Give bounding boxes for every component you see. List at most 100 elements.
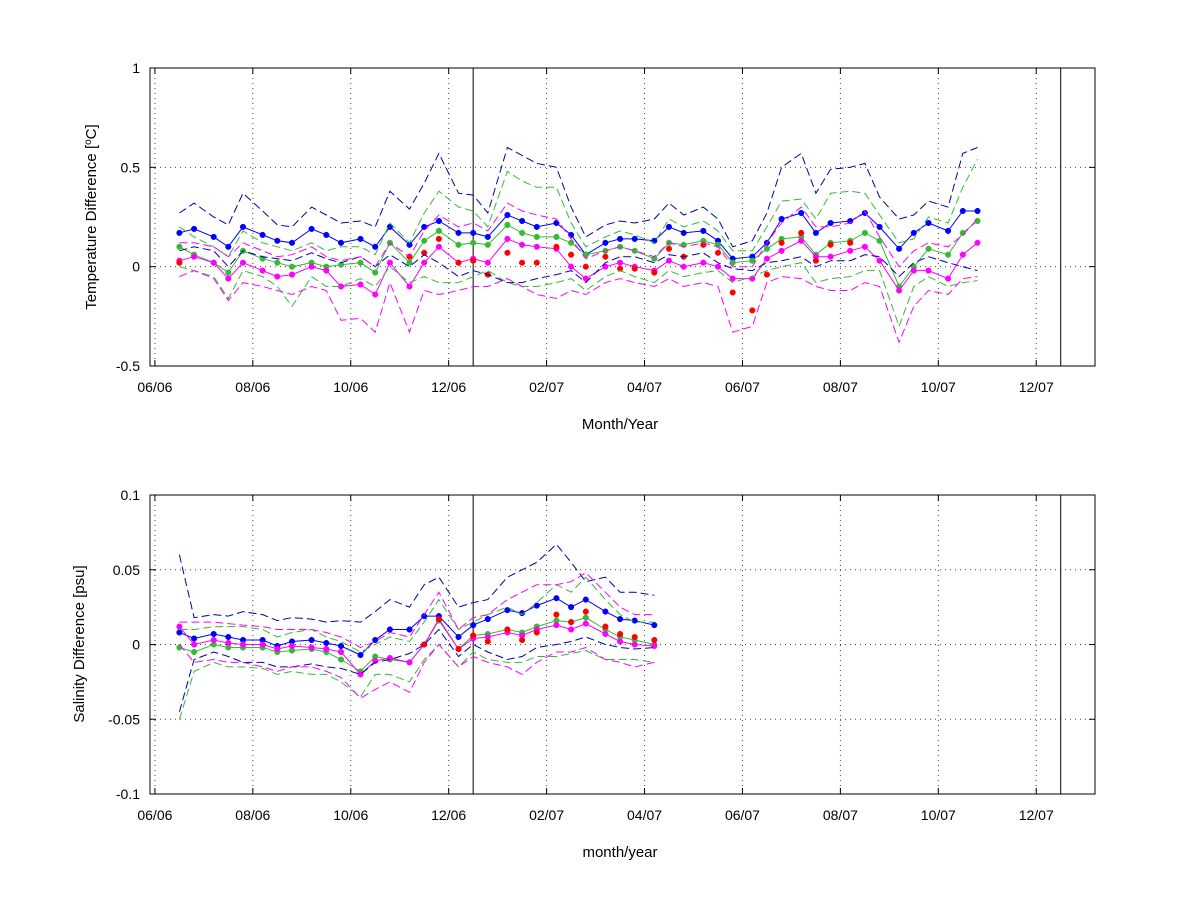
temperature-series-2-point-1 [191,253,198,260]
temperature-series-1-point-43 [876,237,883,244]
salinity-series-0-point-14 [406,626,413,633]
temperature-series-3-point-7 [504,249,511,256]
salinity-series-3-point-6 [519,636,526,644]
salinity-series-0-point-27 [617,616,624,623]
temperature-series-1-point-6 [274,259,281,266]
salinity-series-2-point-25 [582,620,589,627]
salinity-series-2-point-24 [568,626,575,633]
temperature-series-0-point-45 [910,229,917,236]
temperature-x-tick-label-6: 06/07 [725,379,760,395]
temperature-series-3-point-0 [176,259,183,266]
salinity-series-1-point-25 [582,614,589,621]
temperature-series-0-point-4 [239,223,247,230]
temperature-series-3-point-28 [847,239,854,246]
salinity-series-0-point-19 [484,616,491,623]
temperature-series-2-point-45 [910,267,917,274]
temperature-x-tick-label-1: 08/06 [235,379,270,395]
temperature-series-3-point-14 [617,265,624,272]
salinity-series-3-point-12 [617,630,624,638]
temperature-series-0-point-17 [455,229,462,236]
temperature-series-2-point-9 [323,267,330,274]
salinity-x-tick-label-4: 02/07 [529,807,564,823]
salinity-series-3-point-8 [553,611,560,618]
temperature-series-1-point-7 [288,263,296,270]
temperature-series-0-point-0 [176,229,183,236]
temperature-series-2-point-33 [714,263,722,270]
salinity-y-tick-label-3: 0.05 [113,562,140,578]
temperature-series-2-point-21 [519,241,526,248]
temperature-series-2-point-43 [876,257,883,264]
temperature-series-2-point-16 [435,243,442,250]
salinity-series-3-point-1 [435,616,442,623]
salinity-x-tick-label-3: 12/06 [431,807,466,823]
salinity-series-0-point-3 [225,633,232,641]
temperature-series-0-point-44 [896,245,903,252]
temperature-series-9-line [179,270,978,344]
salinity-series-2-point-6 [274,645,281,653]
salinity-series-2-point-27 [617,638,624,645]
temperature-series-2-point-11 [357,281,364,288]
salinity-x-tick-label-8: 10/07 [921,807,956,823]
temperature-series-0-point-26 [602,239,609,246]
salinity-series-0-point-18 [470,622,477,629]
temperature-series-2-point-42 [861,243,868,250]
temperature-x-tick-label-2: 10/06 [333,379,368,395]
temperature-series-1-point-42 [861,229,868,236]
temperature-series-1-point-20 [504,221,511,228]
salinity-series-3-point-3 [470,632,477,639]
temperature-series-3-point-24 [778,239,785,246]
temperature-series-0-point-16 [435,217,442,225]
temperature-series-4-line [179,146,978,248]
temperature-series-0-point-47 [945,227,952,234]
salinity-series-2-point-10 [337,648,345,656]
temperature-series-3-point-11 [568,251,575,258]
temperature-series-0-point-19 [484,233,491,240]
salinity-series-8-line [179,572,655,649]
temperature-series-2-point-25 [582,275,589,282]
temperature-series-1-point-18 [470,239,477,246]
salinity-series-2-point-7 [288,642,296,650]
temperature-x-tick-label-3: 12/06 [431,379,466,395]
salinity-series-2-point-3 [225,639,232,647]
temperature-series-2-point-6 [274,273,281,280]
salinity-series-1-point-10 [337,656,345,663]
salinity-x-tick-label-0: 06/06 [137,807,172,823]
temperature-series-2-point-13 [386,259,393,266]
temperature-x-label: Month/Year [582,416,658,433]
temperature-series-0-point-8 [308,225,315,232]
temperature-series-2-point-19 [484,259,491,266]
temperature-series-3-point-9 [533,259,540,266]
temperature-series-1-point-23 [553,233,560,240]
temperature-series-6-line [179,159,978,258]
temperature-series-2-point-12 [372,291,379,298]
salinity-series-2-point-9 [323,645,330,653]
temperature-series-3-point-27 [827,241,834,248]
salinity-series-0-point-11 [357,651,364,659]
salinity-series-2-point-4 [239,641,247,648]
temperature-series-1-point-21 [519,229,526,236]
temperature-series-3-point-20 [714,249,722,256]
temperature-series-2-point-49 [974,239,981,246]
temperature-series-2-point-26 [602,263,609,270]
temperature-series-2-point-34 [729,275,736,282]
temperature-series-0-point-2 [210,233,217,240]
temperature-series-2-point-37 [778,247,785,254]
temperature-series-0-point-38 [798,209,805,217]
temperature-series-0-point-11 [357,235,364,242]
temperature-series-0-point-28 [631,235,638,242]
temperature-series-2-point-46 [925,267,932,274]
salinity-y-tick-label-0: -0.1 [116,786,140,802]
salinity-x-tick-label-7: 08/07 [823,807,858,823]
temperature-series-3-point-2 [421,249,428,256]
salinity-series-3-point-4 [484,638,491,645]
temperature-series-2-point-40 [827,253,834,260]
temperature-series-0-point-12 [372,243,379,250]
temperature-series-5-line [179,246,978,284]
salinity-y-label: Salinity Difference [psu] [71,565,88,722]
temperature-series-1-point-46 [925,245,932,252]
temperature-series-2-point-48 [959,251,966,258]
temperature-series-0-point-39 [812,229,819,236]
temperature-series-0-point-3 [225,243,232,250]
salinity-series-2-point-26 [602,630,609,638]
temperature-series-2-point-15 [421,259,428,266]
